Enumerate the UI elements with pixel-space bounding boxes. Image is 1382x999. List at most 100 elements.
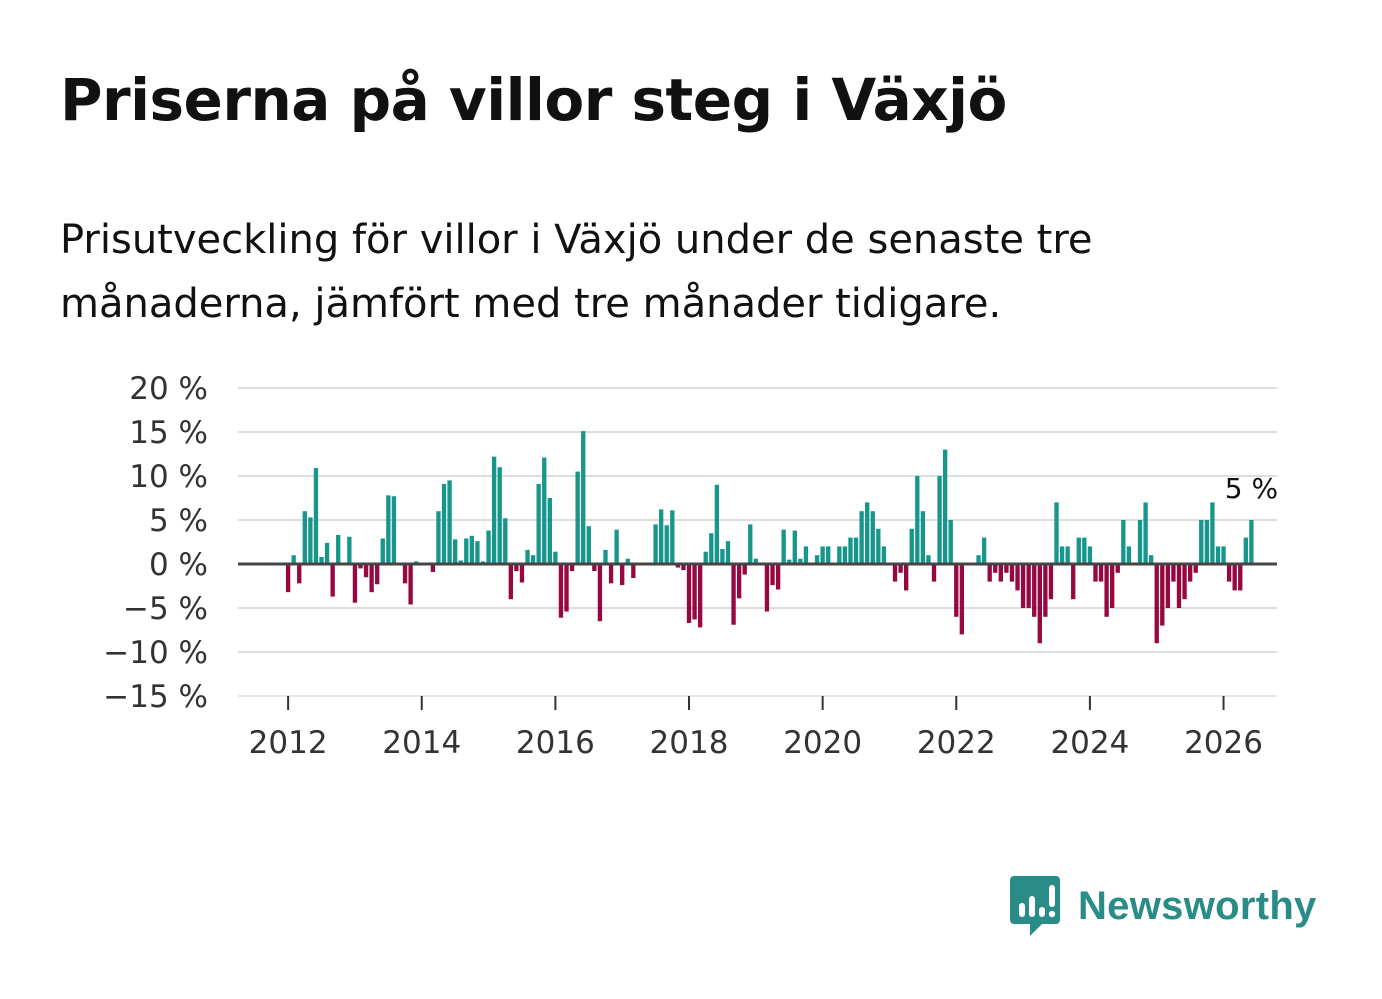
bar — [904, 564, 909, 591]
bar — [1199, 520, 1204, 564]
bar — [1204, 520, 1210, 564]
bar — [313, 468, 319, 564]
bar — [670, 510, 675, 564]
y-tick-label: 15 % — [129, 415, 208, 451]
bar — [993, 564, 998, 573]
y-axis: 20 % 15 % 10 % 5 % 0 % −5 % −10 % −15 % — [103, 371, 208, 715]
bar — [692, 564, 697, 620]
bar — [1238, 564, 1243, 591]
bar — [603, 549, 608, 564]
bar — [1043, 564, 1048, 617]
y-tick-label: 5 % — [149, 503, 208, 539]
bar — [469, 535, 475, 564]
bar — [497, 467, 502, 564]
bar — [787, 559, 792, 564]
bar — [1087, 546, 1093, 564]
bar — [720, 549, 725, 564]
y-tick-label: −15 % — [103, 679, 208, 715]
bar — [942, 449, 948, 564]
bar — [1009, 564, 1015, 582]
bar — [1032, 564, 1037, 617]
bar — [1104, 564, 1109, 617]
bar — [536, 483, 541, 564]
bar — [1171, 564, 1176, 582]
bar — [1037, 564, 1042, 644]
bar-series — [285, 431, 1254, 644]
bar — [564, 564, 569, 612]
bar — [408, 564, 413, 605]
bar — [464, 538, 469, 564]
x-tick-label: 2026 — [1184, 725, 1263, 761]
bar — [876, 528, 881, 564]
bar — [1154, 564, 1159, 644]
bar — [1059, 546, 1065, 564]
bar — [297, 564, 302, 584]
bar — [558, 564, 564, 618]
bar — [302, 511, 307, 564]
bar — [1126, 546, 1132, 564]
bar — [915, 476, 920, 564]
bar — [976, 555, 981, 564]
bar — [736, 564, 742, 599]
bar — [514, 564, 519, 572]
bar — [542, 457, 547, 564]
bar — [285, 564, 291, 593]
x-tick-label: 2022 — [917, 725, 996, 761]
bar — [1054, 502, 1059, 564]
bar — [358, 564, 363, 569]
bar — [369, 564, 374, 593]
bar — [597, 564, 603, 622]
bar — [336, 534, 341, 564]
bar — [709, 533, 714, 564]
bar — [592, 564, 597, 572]
bar — [826, 546, 831, 564]
bar — [1004, 564, 1009, 573]
bar — [731, 564, 736, 625]
brand-mark: Newsworthy — [1010, 874, 1317, 938]
bar — [926, 555, 931, 564]
bar — [948, 520, 953, 564]
bar — [553, 551, 558, 564]
bar — [458, 560, 463, 564]
bar — [981, 537, 987, 564]
bar — [764, 564, 770, 612]
bar — [703, 551, 708, 564]
bar — [1115, 564, 1120, 573]
bar — [1048, 564, 1054, 600]
y-tick-label: −10 % — [103, 635, 208, 671]
bar — [742, 564, 747, 575]
bar — [664, 525, 669, 564]
bar — [391, 496, 397, 564]
bar — [330, 564, 335, 597]
bar — [881, 546, 887, 564]
bar — [1076, 537, 1081, 564]
bar — [614, 529, 619, 564]
bar — [503, 518, 508, 564]
bar — [1165, 564, 1171, 608]
bar — [725, 541, 731, 564]
bar — [892, 564, 898, 582]
bar — [508, 564, 513, 600]
bar-chart: 20 %15 %10 %5 %0 %−5 %−10 %−15 % 2012 201… — [103, 371, 1278, 761]
bar — [792, 530, 797, 564]
bar — [625, 558, 630, 564]
bar — [653, 524, 658, 564]
x-tick-label: 2024 — [1050, 725, 1129, 761]
bar — [291, 555, 296, 564]
bar — [998, 564, 1003, 582]
bar — [363, 564, 369, 578]
bar — [308, 517, 313, 564]
bar — [1121, 520, 1126, 564]
bar — [530, 555, 536, 564]
bar — [608, 564, 614, 584]
bar — [909, 528, 914, 564]
bar — [697, 564, 703, 628]
bar — [620, 564, 625, 586]
bar — [525, 549, 530, 564]
bar — [1071, 564, 1076, 600]
bar — [569, 564, 575, 572]
bar — [814, 555, 820, 564]
bar — [475, 541, 480, 564]
bar — [547, 498, 552, 564]
bar — [581, 431, 586, 564]
